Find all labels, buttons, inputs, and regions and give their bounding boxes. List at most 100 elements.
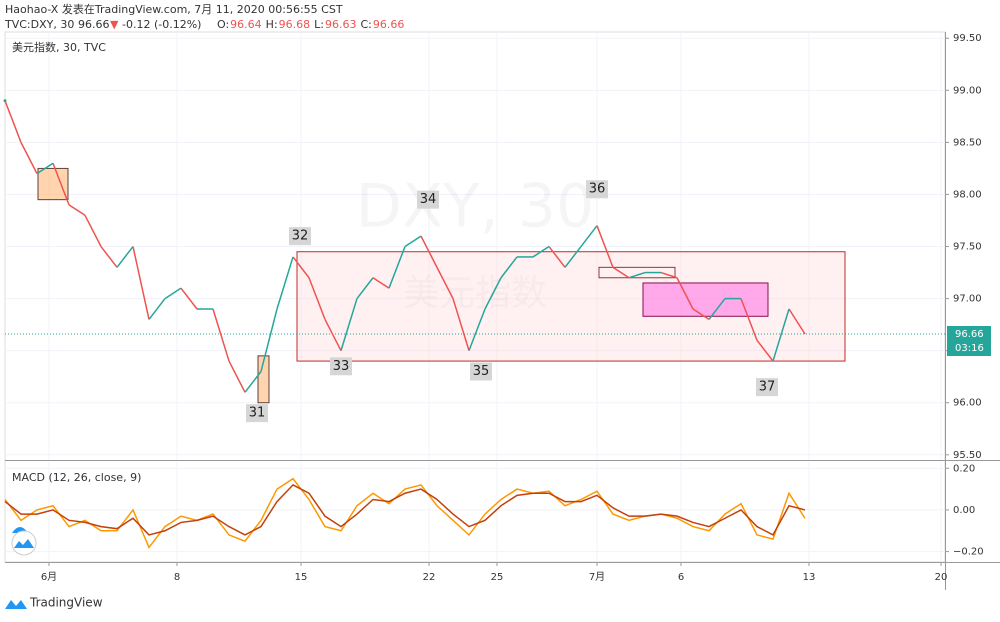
price-segment	[484, 277, 502, 310]
y-tick-label: 0.20	[953, 463, 975, 474]
y-tick-label: 98.50	[953, 137, 982, 148]
price-segment	[436, 267, 454, 299]
price-segment	[660, 271, 678, 279]
price-segment	[756, 339, 774, 362]
ohlc-value: 96.68	[279, 18, 311, 31]
price-segment	[132, 246, 150, 320]
watermark: DXY, 30	[356, 172, 594, 242]
price-segment	[580, 225, 598, 247]
watermark: 美元指数	[403, 273, 547, 314]
price-segment	[340, 298, 358, 351]
price-segment	[84, 214, 102, 247]
price-segment	[324, 319, 342, 351]
macd-pane: −0.20 0.00 0.20 MACD (12, 26, close, 9) 6月 8 1…	[4, 462, 984, 583]
price-segment	[36, 162, 54, 175]
price-segment	[708, 298, 726, 320]
ohlc-value: 96.64	[230, 18, 262, 31]
price-segment	[148, 298, 166, 320]
ohlc-value: 96.66	[373, 18, 405, 31]
price-segment	[596, 225, 614, 268]
price-segment	[532, 245, 550, 258]
x-tick-label: 6月	[41, 571, 57, 583]
price-segment	[564, 246, 582, 268]
wave-label-bg	[756, 378, 778, 397]
price-segment	[212, 308, 230, 362]
price-segment	[260, 308, 278, 372]
last-price-label: 96.66	[955, 329, 984, 340]
pane-title: 美元指数, 30, TVC	[12, 40, 106, 54]
price-segment	[180, 287, 198, 310]
price-segment	[372, 277, 390, 289]
drawing-box	[642, 282, 769, 317]
ohlc: O: 96.64 H: 96.68 L: 96.63 C: 96.66	[217, 18, 404, 31]
price-segment	[788, 308, 806, 335]
x-tick-label: 7月	[589, 571, 605, 583]
wave-label: 32	[292, 229, 309, 244]
price-segment	[612, 266, 630, 279]
drawing-box	[598, 266, 676, 279]
wave-label-bg	[289, 227, 311, 246]
price-segment	[292, 256, 310, 279]
price-segment	[548, 246, 566, 268]
price-segment	[468, 308, 486, 351]
wave-label: 33	[333, 359, 350, 374]
price-segment	[164, 287, 182, 300]
price-segment	[772, 308, 790, 362]
wave-label-bg	[246, 404, 268, 423]
price-segment	[692, 308, 710, 321]
change: -0.12 (-0.12%)	[122, 18, 201, 31]
ohlc-label: O:	[217, 18, 229, 31]
footer-logo	[5, 600, 27, 609]
price-segment	[4, 100, 22, 143]
ohlc-label: L:	[314, 18, 324, 31]
y-tick-label: 99.50	[953, 33, 982, 44]
wave-label-bg	[586, 180, 608, 199]
price-pane: 95.5096.0096.5097.0097.5098.0098.5099.00…	[3, 32, 991, 461]
drawing-box	[37, 167, 69, 201]
x-tick-label: 6	[678, 572, 684, 583]
price-segment	[20, 142, 38, 174]
wave-label: 31	[249, 406, 266, 421]
price-segment	[388, 246, 406, 289]
y-tick-label: 95.50	[953, 450, 982, 461]
price-segment	[676, 277, 694, 310]
wave-label-bg	[470, 362, 492, 381]
y-tick-label: 97.50	[953, 242, 982, 253]
author-line: Haohao-X 发表在TradingView.com, 7月 11, 2020…	[5, 2, 343, 16]
price-segment	[404, 235, 422, 248]
wave-label-bg	[417, 190, 439, 209]
macd-line	[4, 483, 806, 536]
price-segment	[52, 162, 70, 206]
macd-line	[4, 477, 806, 549]
logo-mark	[14, 539, 34, 548]
y-tick-label: 98.00	[953, 189, 982, 200]
ohlc-value: 96.63	[325, 18, 357, 31]
wave-label: 36	[589, 182, 606, 197]
last: 96.66	[78, 18, 110, 31]
arrow: ▼	[110, 18, 119, 31]
footer: TradingView	[29, 596, 103, 610]
price-segment	[356, 277, 374, 300]
x-tick-label: 8	[174, 572, 180, 583]
wave-label-bg	[330, 357, 352, 376]
price-segment	[100, 246, 118, 268]
price-segment	[420, 235, 438, 268]
price-segment	[308, 277, 326, 320]
y-tick-label: 96.00	[953, 398, 982, 409]
y-tick-label: −0.20	[953, 547, 984, 558]
x-tick-label: 20	[935, 572, 948, 583]
price-segment	[452, 298, 470, 351]
x-tick-label: 15	[295, 572, 308, 583]
price-segment	[68, 204, 86, 216]
price-segment	[244, 371, 262, 393]
drawing-box	[257, 355, 270, 404]
x-tick-label: 25	[491, 572, 504, 583]
logo-badge	[11, 530, 37, 556]
price-segment	[740, 298, 758, 341]
x-tick-label: 22	[423, 572, 436, 583]
x-tick-label: 13	[803, 572, 816, 583]
price-segment	[116, 246, 134, 268]
countdown: 03:16	[955, 343, 984, 354]
price-segment	[500, 256, 518, 279]
